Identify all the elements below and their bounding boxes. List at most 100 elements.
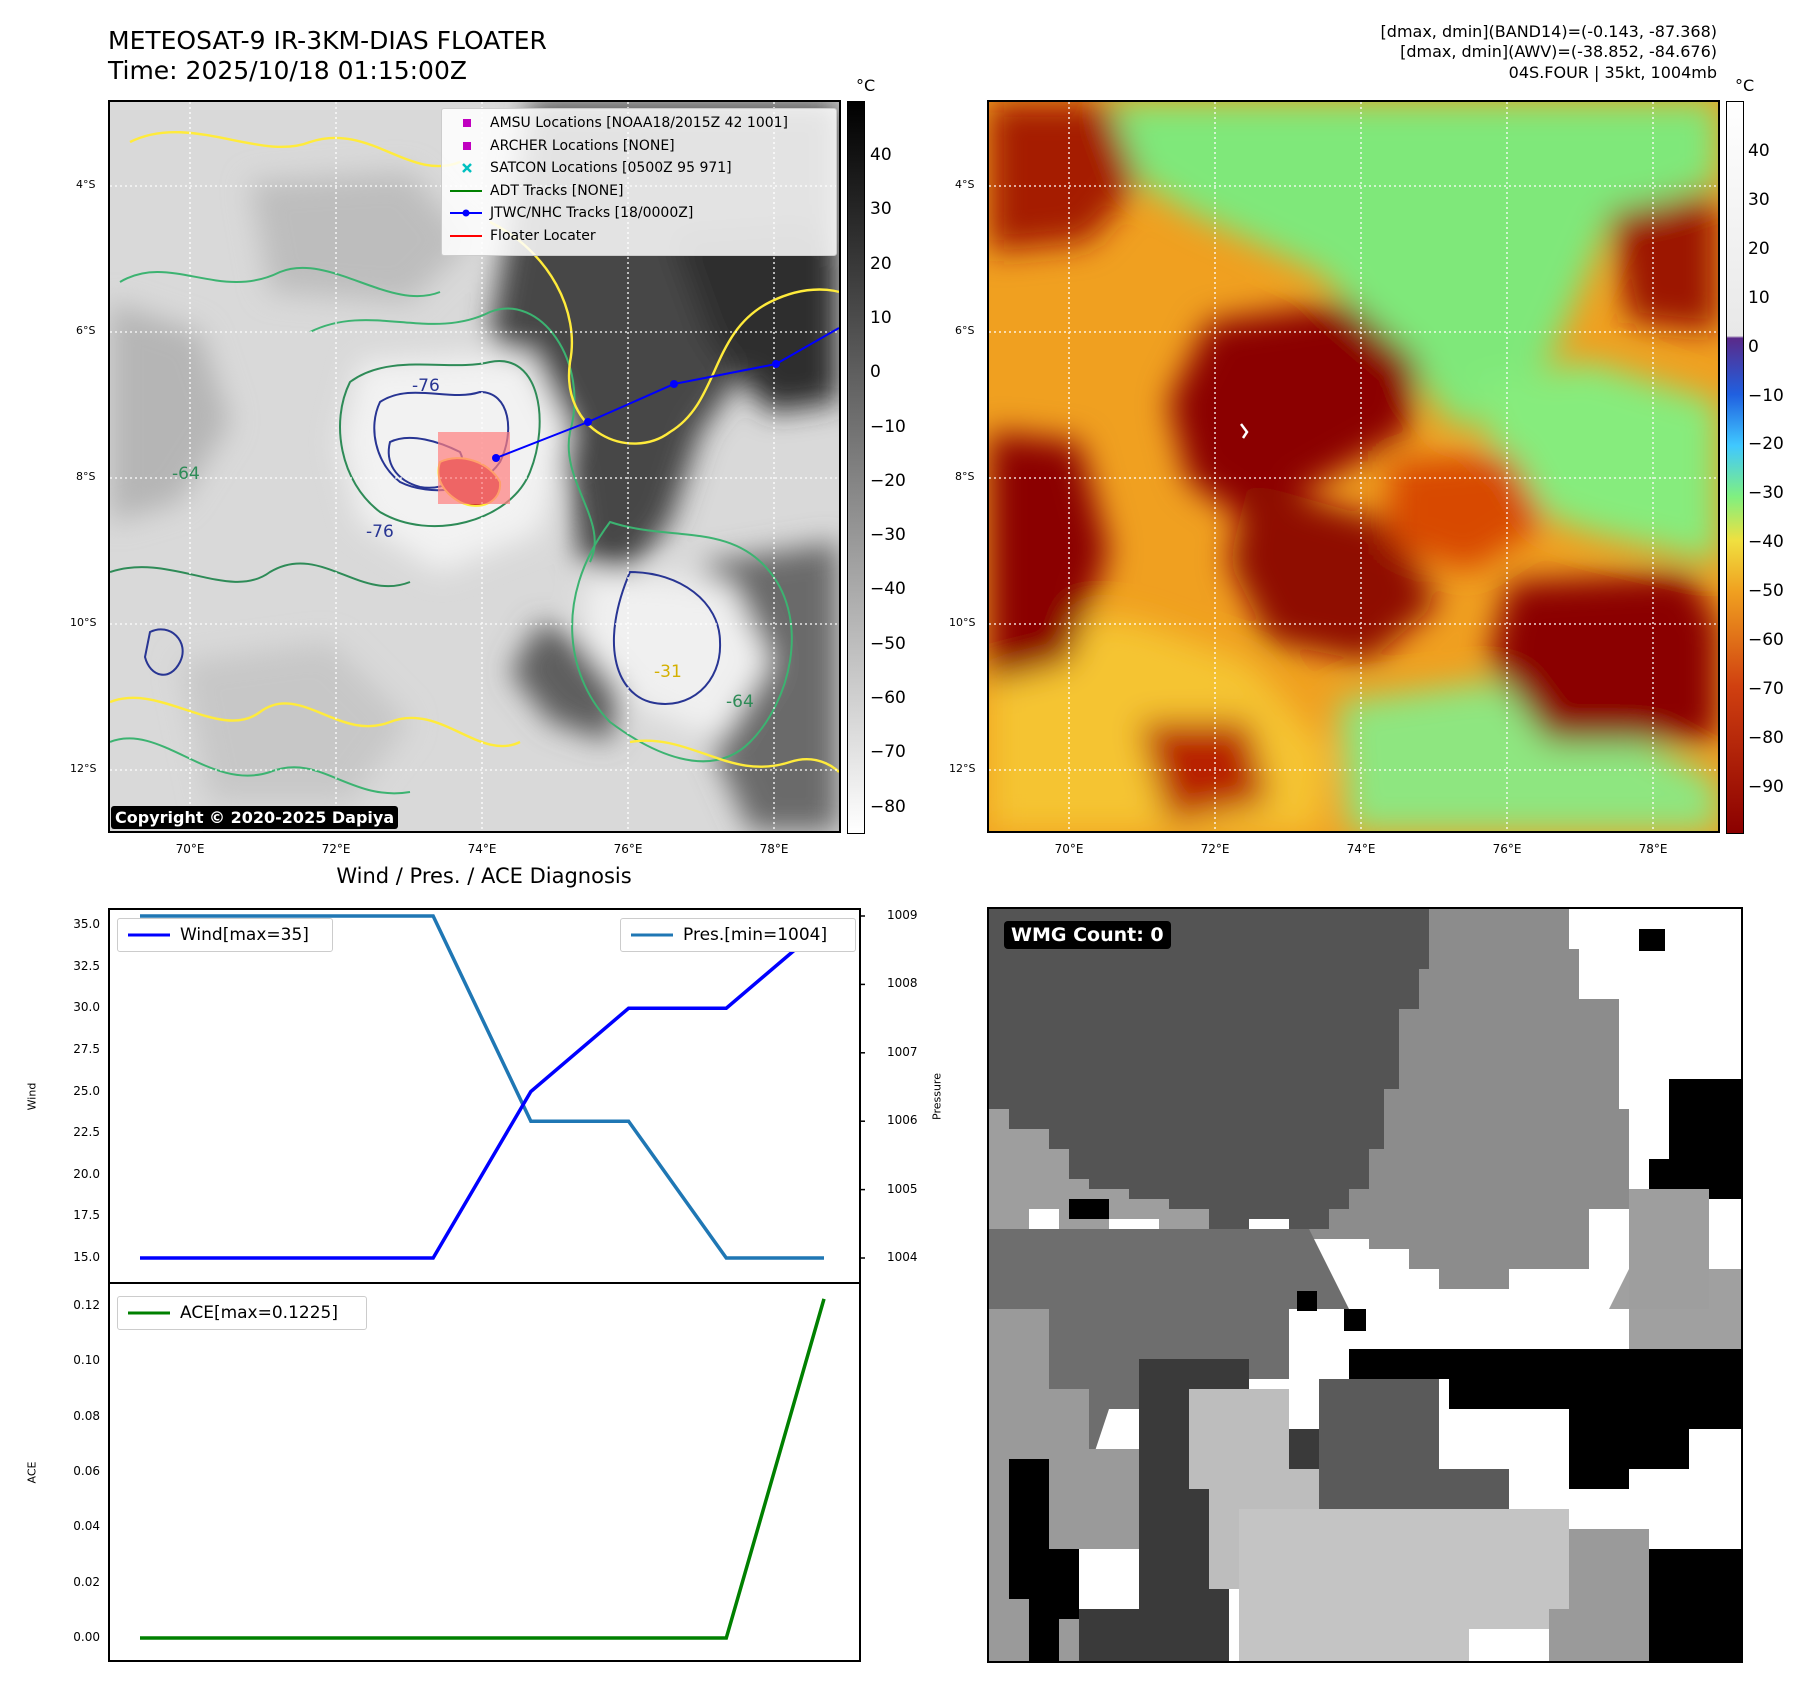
legend-satcon: SATCON Locations [0500Z 95 971] [442,157,836,180]
map-legend: AMSU Locations [NOAA18/2015Z 42 1001] AR… [441,108,837,256]
awv-colorbar-tick: −20 [1748,434,1784,455]
ace-legend-line-icon [128,1311,170,1315]
ir-colorbar-tick: −10 [870,416,906,437]
jtwc-line-icon [448,202,484,224]
ir-colorbar-tick: 10 [870,307,892,328]
wind-tick-label: 35.0 [73,917,100,931]
ir-colorbar-tick: −60 [870,688,906,708]
pres-tick-label: 1007 [887,1044,918,1059]
ace-tick-label: 0.00 [73,1630,100,1644]
wind-legend-line-icon [128,933,170,937]
ace-tick-label: 0.10 [73,1353,100,1368]
legend-jtwc: JTWC/NHC Tracks [18/0000Z] [442,202,836,225]
ace-tick-label: 0.06 [73,1463,100,1478]
wind-tick-label: 15.0 [73,1250,100,1264]
ir-colorbar [847,101,865,834]
lat-label: 8°S [955,470,975,483]
adt-line-icon [448,180,484,202]
legend-archer: ARCHER Locations [NONE] [442,135,836,158]
ace-series-line [140,1298,826,1640]
ace-tick-label: 0.08 [73,1408,100,1423]
lon-label: 76°E [613,842,643,856]
wmg-count-badge: WMG Count: 0 [1004,921,1171,949]
legend-floater: Floater Locater [442,225,836,248]
contour-label: -64 [726,692,754,712]
lon-label: 72°E [1200,842,1230,856]
lat-label: 12°S [949,762,976,775]
ir-colorbar-tick: −70 [870,742,906,763]
wind-tick-label: 25.0 [73,1083,100,1098]
pres-tick-label: 1004 [887,1250,918,1264]
ir-colorbar-unit: °C [856,76,876,95]
ir-colorbar-tick: 0 [870,362,881,383]
floater-locater-box [438,432,510,504]
pres-tick-label: 1008 [887,976,918,991]
wind-tick-label: 20.0 [73,1166,100,1181]
info-storm: 04S.FOUR | 35kt, 1004mb [1508,63,1717,82]
awv-colorbar-unit: °C [1735,76,1755,95]
ace-tick-label: 0.04 [73,1519,100,1534]
contour-label: -64 [172,464,200,484]
lat-label: 10°S [949,616,976,629]
lon-label: 76°E [1492,842,1522,856]
lat-label: 10°S [70,616,97,629]
awv-map-panel [987,100,1720,833]
lat-label: 6°S [76,324,96,337]
awv-colorbar-tick: −70 [1748,678,1784,699]
diagnosis-title: Wind / Pres. / ACE Diagnosis [336,864,632,888]
wmg-image [989,909,1741,1661]
legend-adt: ADT Tracks [NONE] [442,180,836,203]
awv-colorbar-tick: 10 [1748,287,1770,308]
contour-label: -31 [654,662,682,682]
ir-colorbar-tick: 20 [870,253,892,274]
lon-label: 70°E [1054,842,1084,856]
floater-line-icon [448,225,484,247]
copyright-badge: Copyright © 2020-2025 Dapiya [111,806,399,829]
satcon-cross-icon [448,157,484,179]
contour-label: -76 [366,522,394,542]
wind-axis-label: Wind [25,1082,39,1111]
lon-label: 74°E [1346,842,1376,856]
contour-label: -76 [412,376,440,396]
ir-colorbar-tick: −50 [870,633,906,654]
ir-colorbar-tick: 30 [870,199,892,220]
awv-colorbar-tick: 20 [1748,238,1770,259]
awv-colorbar-tick: −80 [1748,727,1784,748]
awv-colorbar-tick: −90 [1748,776,1784,797]
awv-colorbar-tick: −30 [1748,483,1784,504]
wmg-panel: WMG Count: 0 [987,907,1743,1663]
wind-series-line [140,923,826,1260]
pres-legend: Pres.[min=1004] [620,918,856,952]
lon-label: 70°E [175,842,205,856]
lon-label: 74°E [467,842,497,856]
pres-tick-label: 1009 [887,908,918,922]
wind-tick-label: 30.0 [73,1000,100,1015]
lon-label: 78°E [759,842,789,856]
awv-colorbar-tick: −10 [1748,385,1784,406]
awv-colorbar-tick: 0 [1748,336,1759,357]
ace-tick-label: 0.02 [73,1574,100,1589]
page-title: METEOSAT-9 IR-3KM-DIAS FLOATER [108,26,547,55]
wind-pres-frame [108,908,861,1284]
ace-axis-label: ACE [25,1461,39,1484]
pres-series-line [140,914,824,1260]
ir-colorbar-tick: 40 [870,145,892,165]
ir-map-panel: -76 -64 -31 -76 -64 AMSU Locations [NOAA… [108,100,841,833]
wind-tick-label: 32.5 [73,958,100,973]
ace-legend: ACE[max=0.1225] [117,1296,367,1330]
info-band14: [dmax, dmin](BAND14)=(-0.143, -87.368) [1380,22,1717,41]
ace-tick-label: 0.12 [73,1297,100,1312]
amsu-marker-icon [448,112,484,134]
wind-legend: Wind[max=35] [117,918,333,952]
ir-colorbar-tick: −30 [870,525,906,546]
diagnosis-chart [108,908,865,1662]
wind-tick-label: 27.5 [73,1041,100,1056]
lon-label: 72°E [321,842,351,856]
pres-legend-line-icon [631,933,673,937]
awv-colorbar-tick: 30 [1748,189,1770,210]
awv-colorbar-tick: −60 [1748,630,1784,650]
lat-label: 6°S [955,324,975,337]
pressure-axis-label: Pressure [930,1073,944,1120]
ir-colorbar-tick: −40 [870,579,906,600]
awv-map-image [989,102,1718,831]
